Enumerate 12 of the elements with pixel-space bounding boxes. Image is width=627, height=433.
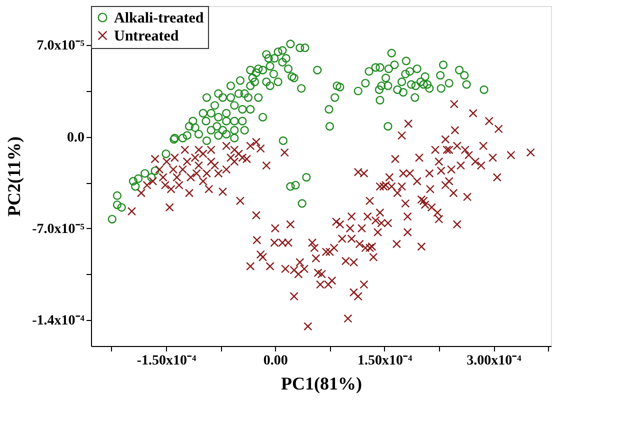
y-tick-label: 0.0 — [67, 130, 84, 146]
y-axis-title: PC2(11%) — [4, 136, 24, 216]
y-tick-label: -1.4x10⁻⁴ — [32, 313, 86, 328]
x-tick-label: -1.50x10⁻⁴ — [136, 354, 197, 368]
x-tick-label: 3.00x10⁻⁴ — [466, 354, 522, 368]
legend-label: Alkali-treated — [114, 10, 204, 26]
y-tick-label: -7.0x10⁻⁵ — [32, 222, 84, 237]
legend-label: Untreated — [114, 28, 180, 44]
x-tick-label: 0.00 — [263, 354, 288, 368]
x-tick-label: 1.50x10⁻⁴ — [357, 354, 413, 368]
y-tick-label: 7.0x10⁻⁵ — [36, 38, 84, 54]
x-axis-title: PC1(81%) — [281, 374, 362, 394]
